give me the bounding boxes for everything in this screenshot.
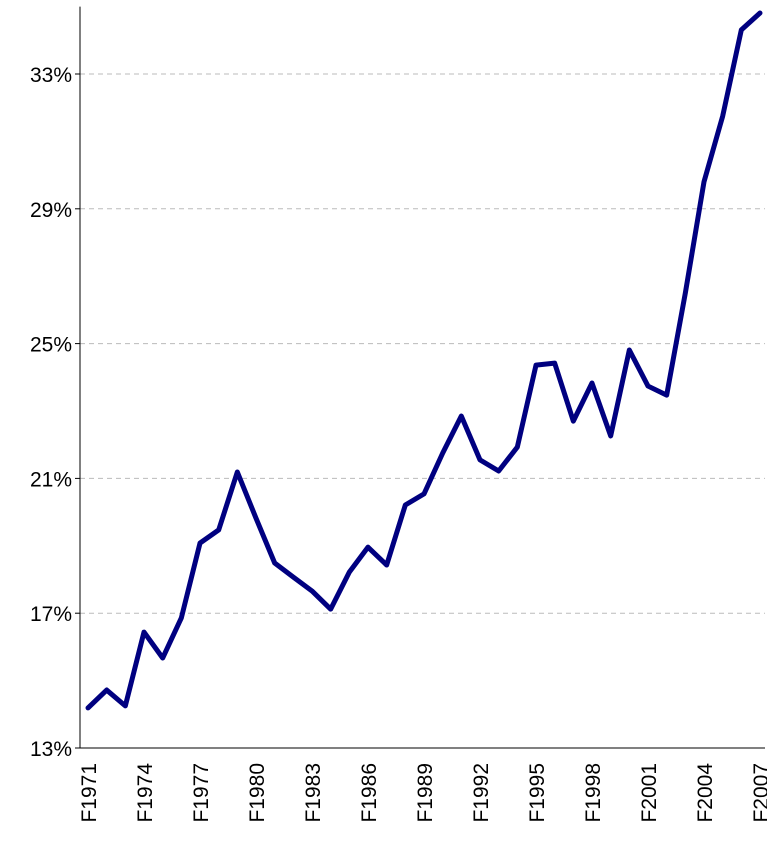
data-line [85, 10, 763, 711]
x-tick-label: F2007 [750, 763, 767, 823]
y-tick-label: 21% [30, 468, 72, 491]
x-tick-label: F1986 [358, 763, 381, 823]
x-tick-label: F1971 [78, 763, 101, 823]
x-tick-label: F1989 [414, 763, 437, 823]
x-tick-label: F2004 [694, 763, 717, 823]
x-tick-label: F1980 [246, 763, 269, 823]
x-tick-label: F1983 [302, 763, 325, 823]
y-tick-label: 33% [30, 64, 72, 87]
y-tick-label: 29% [30, 199, 72, 222]
x-tick-label: F1992 [470, 763, 493, 823]
x-tick-label: F1977 [190, 763, 213, 823]
y-tick-label: 25% [30, 334, 72, 357]
y-tick-label: 13% [30, 738, 72, 761]
x-tick-label: F1998 [582, 763, 605, 823]
x-tick-label: F1974 [134, 763, 157, 823]
y-tick-label: 17% [30, 603, 72, 626]
x-tick-label: F2001 [638, 763, 661, 823]
x-tick-label: F1995 [526, 763, 549, 823]
